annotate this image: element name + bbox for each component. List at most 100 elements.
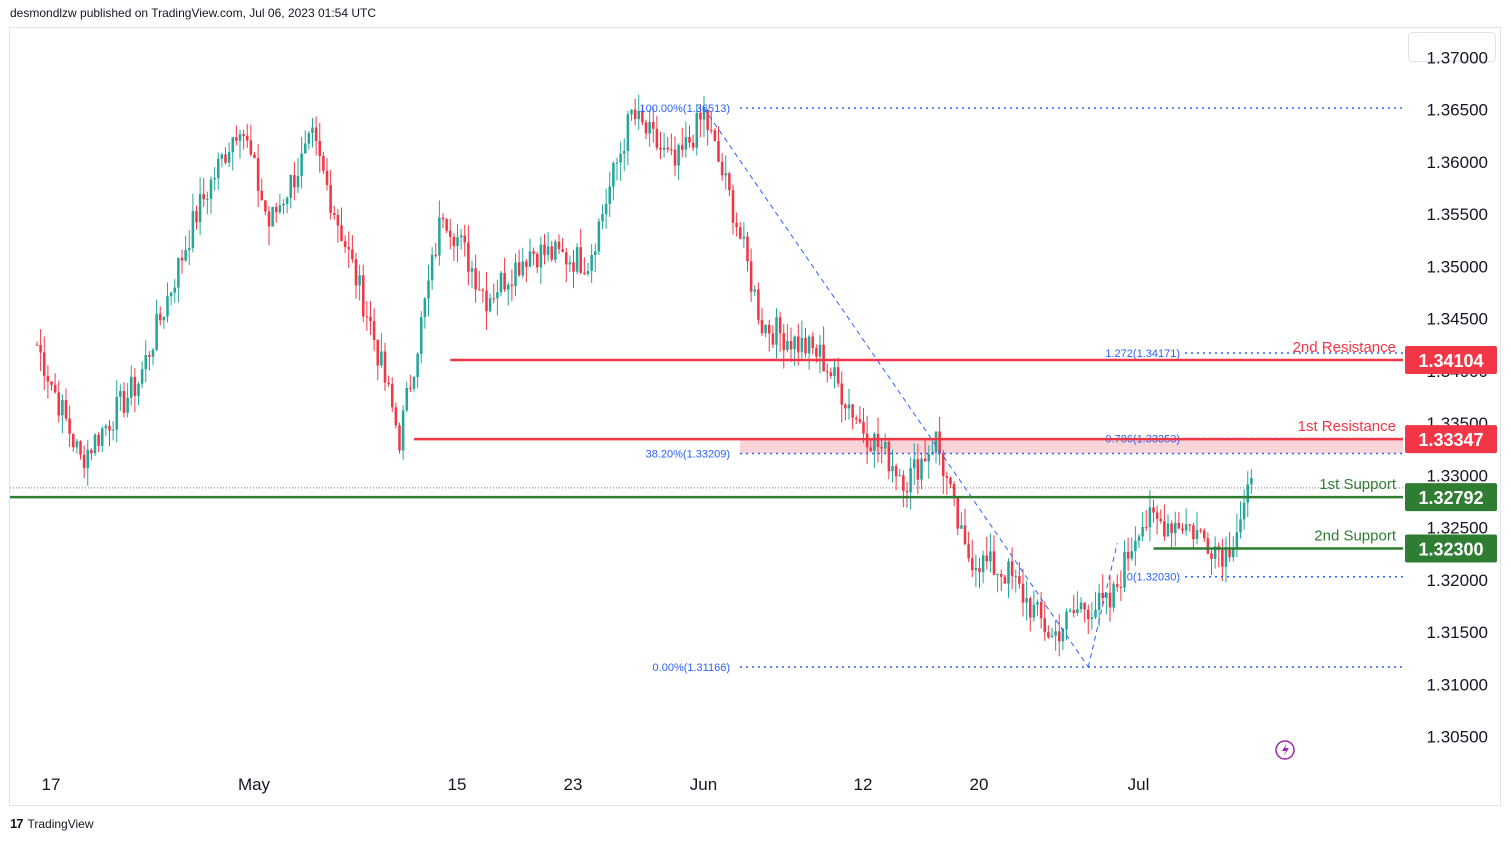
bear-candle [108, 425, 111, 431]
bull-candle [151, 349, 155, 357]
bear-candle [249, 140, 253, 155]
bull-candle [166, 296, 169, 317]
bull-candle [883, 441, 887, 449]
y-tick-label: 1.32500 [1427, 519, 1488, 538]
bear-candle [1159, 518, 1163, 522]
bear-candle [941, 453, 945, 476]
bear-candle [82, 454, 86, 469]
bear-candle [264, 200, 267, 212]
bear-candle [354, 259, 358, 286]
bull-candle [419, 317, 423, 354]
bear-candle [148, 354, 151, 357]
bear-candle [815, 348, 818, 357]
bull-candle [1184, 524, 1188, 531]
bull-candle [1105, 592, 1108, 599]
bear-candle [1043, 618, 1047, 633]
bear-candle [1028, 598, 1032, 618]
bear-candle [923, 458, 927, 462]
bear-candle [865, 433, 869, 448]
bear-candle [641, 110, 644, 123]
bull-candle [996, 574, 999, 576]
bear-candle [680, 145, 684, 150]
bull-candle [554, 241, 557, 260]
bull-candle [358, 275, 361, 286]
bull-candle [506, 284, 510, 290]
lightning-icon [1275, 740, 1295, 760]
bear-candle [1188, 524, 1192, 526]
bear-candle [579, 247, 583, 273]
bear-candle [706, 109, 709, 130]
bear-candle [503, 272, 506, 290]
bear-candle [343, 241, 347, 248]
bear-candle [245, 135, 249, 141]
bear-candle [1083, 602, 1086, 610]
bull-candle [630, 109, 633, 115]
bear-candle [1072, 610, 1076, 613]
bull-candle [1213, 546, 1217, 559]
bull-candle [909, 468, 912, 493]
bear-candle [905, 490, 909, 493]
bear-candle [583, 272, 586, 274]
bull-candle [1025, 598, 1028, 603]
bear-candle [633, 109, 637, 120]
bull-candle [144, 354, 148, 370]
bear-candle [376, 340, 380, 366]
bear-candle [42, 352, 46, 376]
price-axis-badge-label: 1.34104 [1418, 351, 1483, 371]
bull-candle [1032, 604, 1036, 618]
bear-candle [293, 175, 296, 188]
bull-candle [793, 336, 796, 350]
bear-candle [1206, 538, 1210, 554]
bear-candle [1010, 561, 1014, 577]
bull-candle [920, 458, 923, 480]
bull-candle [1137, 536, 1141, 541]
bear-candle [858, 419, 862, 422]
bear-candle [1202, 530, 1206, 539]
bear-candle [525, 261, 528, 267]
bear-candle [735, 222, 738, 228]
bear-candle [978, 568, 981, 573]
bear-candle [409, 388, 412, 390]
bear-candle [68, 418, 71, 434]
bull-candle [622, 151, 626, 154]
bull-candle [742, 236, 746, 239]
bull-candle [401, 410, 405, 451]
fib-level-label: 38.20%(1.33209) [646, 449, 730, 461]
bull-candle [586, 270, 590, 274]
bear-candle [970, 558, 974, 571]
bull-candle [173, 287, 177, 293]
y-tick-label: 1.35000 [1427, 257, 1488, 276]
bull-candle [456, 237, 459, 247]
bear-candle [655, 128, 659, 148]
bear-candle [644, 122, 648, 134]
footer-brand[interactable]: 17 TradingView [10, 816, 94, 831]
y-tick-label: 1.32000 [1427, 571, 1488, 590]
bull-candle [278, 205, 282, 213]
bear-candle [1144, 527, 1148, 529]
bear-candle [670, 149, 673, 151]
bull-candle [847, 404, 851, 409]
bear-candle [394, 407, 398, 426]
bull-candle [684, 137, 688, 150]
bull-candle [960, 525, 963, 529]
price-axis-badge [1405, 345, 1497, 374]
bull-candle [303, 143, 307, 154]
fib-level-label: 0(1.32030) [1127, 572, 1180, 584]
bear-candle [369, 316, 372, 322]
level-name-label: 1st Support [1319, 476, 1397, 493]
bull-candle [216, 158, 220, 178]
bull-candle [1195, 530, 1199, 540]
bear-candle [840, 383, 844, 405]
bear-candle [46, 375, 50, 382]
bear-candle [1057, 631, 1061, 642]
bear-candle [876, 433, 880, 448]
bull-candle [75, 441, 79, 448]
x-tick-label: Jul [1128, 775, 1150, 794]
bear-candle [738, 227, 742, 239]
chart-settings-box[interactable] [1408, 32, 1496, 62]
footer-brand-label: TradingView [27, 816, 94, 831]
bull-candle [140, 369, 144, 384]
y-tick-label: 1.35500 [1427, 205, 1488, 224]
bear-candle [949, 477, 952, 485]
